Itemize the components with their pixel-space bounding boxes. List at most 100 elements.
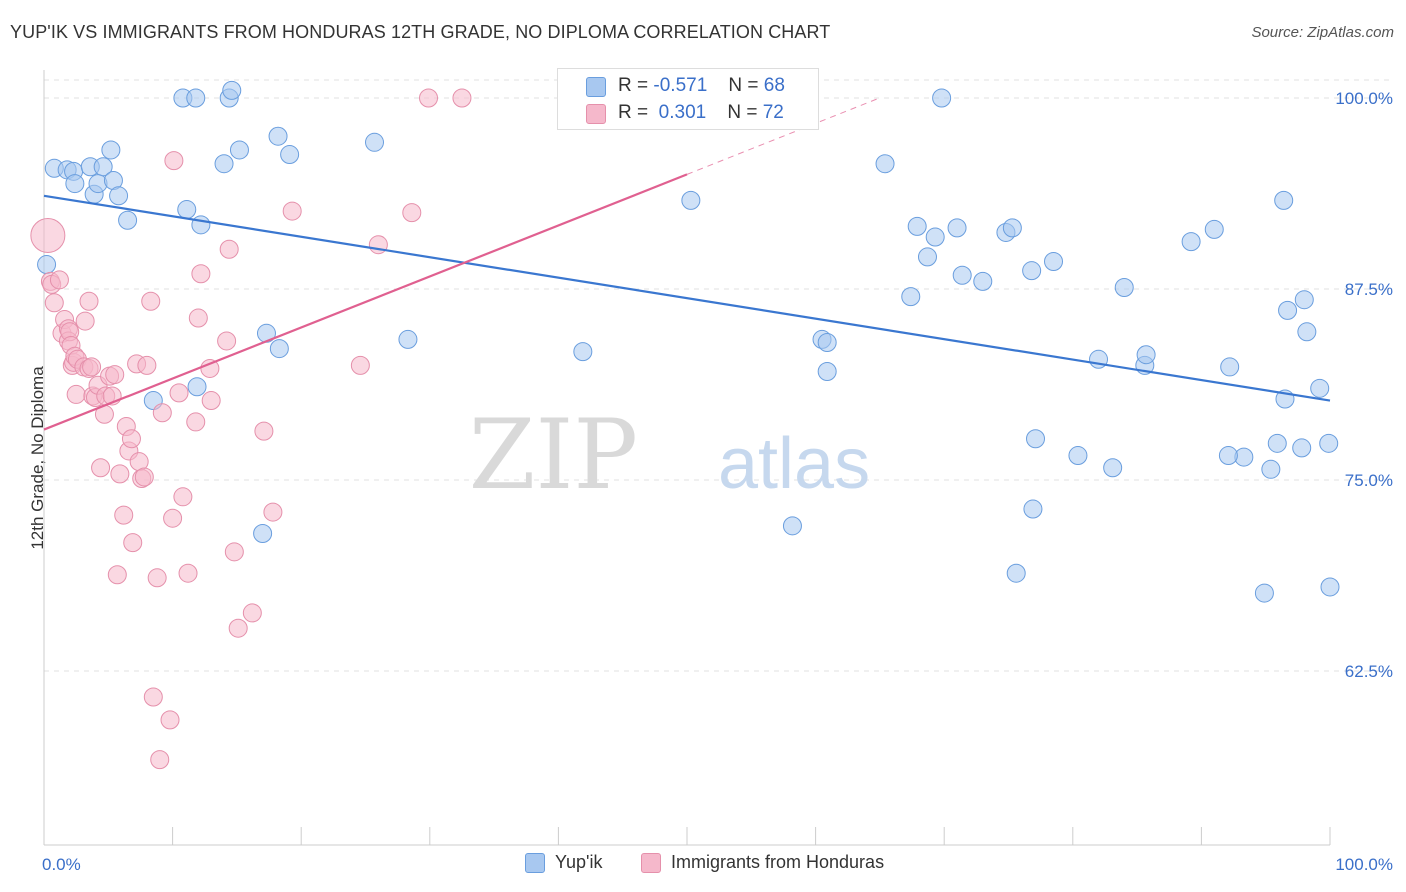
point-honduras-47 xyxy=(160,710,180,730)
stats-n-label: N = xyxy=(728,75,759,96)
point-yupik-20 xyxy=(214,154,234,174)
point-yupik-70 xyxy=(1274,190,1294,210)
point-honduras-44 xyxy=(147,568,167,588)
legend-swatch-honduras xyxy=(641,852,661,873)
point-honduras-61 xyxy=(228,618,248,638)
point-honduras-35 xyxy=(121,429,141,449)
point-honduras-65 xyxy=(282,201,302,221)
point-yupik-18 xyxy=(186,88,206,108)
point-yupik-63 xyxy=(1261,459,1281,479)
stats-legend: R = -0.571 N = 68 R = 0.301 N = 72 xyxy=(557,68,819,130)
point-yupik-42 xyxy=(973,271,993,291)
point-honduras-48 xyxy=(163,508,183,528)
point-honduras-17 xyxy=(75,311,95,331)
point-honduras-51 xyxy=(173,487,193,507)
point-yupik-48 xyxy=(1022,261,1042,281)
point-honduras-52 xyxy=(178,563,198,583)
point-yupik-23 xyxy=(253,523,273,543)
point-yupik-59 xyxy=(1220,357,1240,377)
point-yupik-44 xyxy=(1006,563,1026,583)
point-yupik-8 xyxy=(88,174,108,194)
stats-n-label: N = xyxy=(727,102,758,123)
source-label: Source: ZipAtlas.com xyxy=(1251,24,1394,41)
point-yupik-17 xyxy=(191,215,211,235)
point-yupik-29 xyxy=(398,329,418,349)
point-yupik-25 xyxy=(269,339,289,359)
point-honduras-68 xyxy=(402,203,422,223)
point-yupik-57 xyxy=(1136,345,1156,365)
stats-r-label: R = xyxy=(618,75,649,96)
point-honduras-69 xyxy=(419,88,439,108)
point-honduras-63 xyxy=(254,421,274,441)
point-honduras-30 xyxy=(107,565,127,585)
point-yupik-73 xyxy=(1320,577,1340,597)
point-honduras-42 xyxy=(141,291,161,311)
point-yupik-31 xyxy=(681,190,701,210)
legend-label-honduras: Immigrants from Honduras xyxy=(671,852,885,872)
point-yupik-40 xyxy=(925,227,945,247)
point-honduras-20 xyxy=(82,357,102,377)
point-yupik-67 xyxy=(1278,300,1298,320)
point-yupik-27 xyxy=(280,145,300,165)
point-yupik-37 xyxy=(901,287,921,307)
point-honduras-36 xyxy=(123,533,143,553)
point-honduras-4 xyxy=(49,270,69,290)
point-yupik-45 xyxy=(932,88,952,108)
point-yupik-38 xyxy=(907,216,927,236)
point-honduras-50 xyxy=(169,383,189,403)
point-yupik-71 xyxy=(1294,290,1314,310)
point-honduras-57 xyxy=(201,391,221,411)
point-yupik-72 xyxy=(1310,378,1330,398)
tick-labels: 100.0% 87.5% 75.0% 62.5% 0.0% 100.0% xyxy=(42,89,1393,874)
point-yupik-15 xyxy=(177,200,197,220)
watermark: ZIP atlas xyxy=(469,399,870,511)
watermark-zip: ZIP xyxy=(469,399,638,511)
point-honduras-32 xyxy=(114,505,134,525)
legend-label-yupik: Yup'ik xyxy=(555,852,603,872)
x-tick-label-min: 0.0% xyxy=(42,855,81,874)
watermark-atlas: atlas xyxy=(718,424,870,504)
point-yupik-69 xyxy=(1297,322,1317,342)
stats-swatch-honduras xyxy=(586,104,606,124)
point-yupik-53 xyxy=(1068,446,1088,466)
stats-row-yupik: R = -0.571 N = 68 xyxy=(558,73,820,101)
point-yupik-28 xyxy=(365,132,385,152)
legend-item-honduras: Immigrants from Honduras xyxy=(641,852,884,873)
point-yupik-51 xyxy=(1026,429,1046,449)
point-yupik-32 xyxy=(782,516,802,536)
point-honduras-58 xyxy=(217,331,237,351)
point-yupik-46 xyxy=(952,265,972,285)
point-yupik-41 xyxy=(947,218,967,238)
legend-item-yupik: Yup'ik xyxy=(525,852,602,873)
point-yupik-47 xyxy=(1002,218,1022,238)
point-honduras-43 xyxy=(143,687,163,707)
point-yupik-4 xyxy=(65,174,85,194)
trend-line-extension-honduras xyxy=(686,97,881,175)
point-honduras-29 xyxy=(105,365,125,385)
point-yupik-64 xyxy=(1267,433,1287,453)
trend-lines xyxy=(43,97,1331,431)
point-honduras-24 xyxy=(91,458,111,478)
point-yupik-74 xyxy=(1319,433,1339,453)
point-yupik-0 xyxy=(37,255,57,275)
point-honduras-19 xyxy=(79,291,99,311)
point-yupik-11 xyxy=(109,186,129,206)
y-tick-label-2: 75.0% xyxy=(1345,471,1393,490)
point-honduras-3 xyxy=(44,293,64,313)
axes xyxy=(43,70,1331,846)
point-yupik-33 xyxy=(817,362,837,382)
point-yupik-55 xyxy=(1114,277,1134,297)
point-honduras-46 xyxy=(152,403,172,423)
y-tick-label-3: 62.5% xyxy=(1345,662,1393,681)
legend-swatch-yupik xyxy=(525,852,545,873)
point-yupik-58 xyxy=(1181,232,1201,252)
x-tick-label-max: 100.0% xyxy=(1335,855,1393,874)
point-honduras-14 xyxy=(66,384,86,404)
point-yupik-21 xyxy=(229,140,249,160)
point-yupik-68 xyxy=(1292,438,1312,458)
point-yupik-49 xyxy=(1023,499,1043,519)
point-honduras-49 xyxy=(164,151,184,171)
stats-n-value-honduras: 72 xyxy=(762,102,784,123)
stats-swatch-yupik xyxy=(586,77,606,97)
point-yupik-35 xyxy=(817,332,837,352)
